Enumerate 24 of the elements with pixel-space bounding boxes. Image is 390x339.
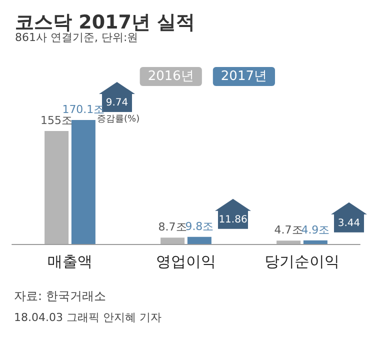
text: 18.04.03 그래픽 안지혜 기자 [14,311,162,324]
annotation: 3.44 [338,218,360,229]
x-tick-label: 매출액 [48,252,92,270]
x-tick-label: 영업이익 [156,252,216,270]
text: 2017년 [220,69,268,84]
data-label: 9.8조 [185,220,214,233]
bar [303,240,328,244]
bar [160,238,185,244]
x-tick-label: 당기순이익 [264,252,340,270]
data-label: 4.7조 [274,224,303,237]
text: 2016년 [148,69,194,84]
bar [187,236,212,244]
text: 자료: 한국거래소 [14,289,106,303]
data-label: 8.7조 [158,220,187,234]
text: 9.74 [106,98,128,108]
bar [276,240,301,244]
bar [44,131,69,244]
chart-subtitle: 861사 연결기준, 단위:원 [15,31,138,44]
bar [71,120,96,244]
annotation: 11.86 [218,214,248,226]
data-label: 155조 [40,114,73,128]
data-label: 4.9조 [301,223,330,236]
chart-title: 코스닥 2017년 실적 [15,12,196,34]
annotation: 증감률(%) [97,114,140,124]
